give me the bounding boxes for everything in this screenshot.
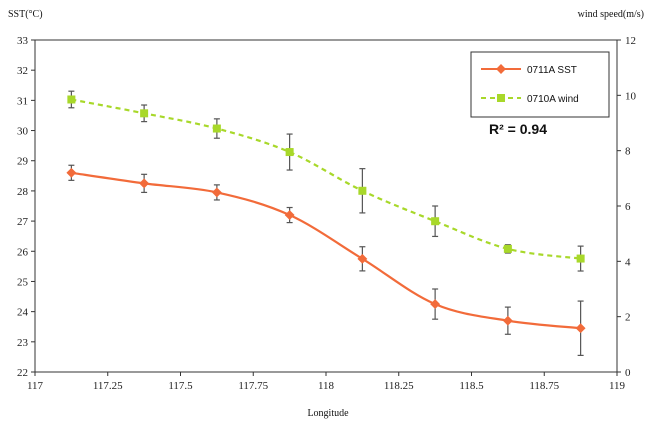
sst-data-point	[211, 187, 222, 198]
sst-data-point	[575, 323, 586, 334]
wind-data-point	[358, 186, 367, 195]
sst-data-point	[502, 315, 513, 326]
wind-data-point	[285, 148, 294, 157]
y-left-tick-label: 33	[17, 35, 29, 47]
y-right-tick-label: 10	[625, 90, 637, 102]
x-tick-label: 118.25	[384, 380, 414, 392]
legend-wind-label: 0710A wind	[527, 94, 579, 105]
y-left-tick-label: 32	[17, 65, 28, 77]
legend-sst-label: 0711A SST	[527, 65, 577, 76]
y-left-tick-label: 30	[17, 126, 29, 138]
x-tick-label: 117.5	[168, 380, 193, 392]
x-tick-label: 119	[609, 380, 626, 392]
tick-labels: 117 117.25 117.5 117.75 118 118.25 118.5 118.75…	[17, 35, 637, 392]
sst-data-point	[139, 178, 150, 189]
y-left-tick-label: 26	[17, 246, 29, 258]
y-left-tick-label: 24	[17, 307, 29, 319]
y-right-axis-title: wind speed(m/s)	[578, 9, 644, 20]
x-tick-label: 117	[27, 380, 44, 392]
y-left-tick-label: 29	[17, 156, 29, 168]
data-points	[66, 95, 586, 334]
legend: 0711A SST 0710A wind	[470, 51, 610, 118]
wind-data-point	[576, 254, 585, 263]
y-left-tick-label: 28	[17, 186, 29, 198]
y-left-tick-label: 25	[17, 276, 29, 288]
x-tick-label: 117.75	[238, 380, 268, 392]
series-lines	[71, 98, 581, 330]
sst-series-line	[71, 171, 581, 330]
y-left-tick-label: 23	[17, 337, 29, 349]
x-axis-title: Longitude	[307, 408, 349, 419]
x-tick-label: 118.5	[459, 380, 484, 392]
y-left-tick-label: 27	[17, 216, 29, 228]
x-tick-label: 118.75	[529, 380, 559, 392]
wind-data-point	[67, 95, 76, 104]
x-tick-label: 118	[318, 380, 335, 392]
y-right-tick-label: 2	[625, 312, 631, 324]
y-right-tick-label: 6	[625, 201, 631, 213]
sst-data-point	[284, 210, 295, 221]
y-left-tick-label: 31	[17, 95, 28, 107]
wind-data-point	[431, 217, 440, 226]
wind-data-point	[212, 124, 221, 133]
wind-data-point	[503, 244, 512, 253]
x-tick-label: 117.25	[93, 380, 123, 392]
y-left-axis-title: SST(°C)	[8, 9, 43, 20]
y-right-tick-label: 0	[625, 367, 631, 379]
wind-data-point	[140, 109, 149, 118]
y-left-tick-label: 22	[17, 367, 28, 379]
legend-box	[470, 51, 610, 118]
sst-data-point	[66, 167, 77, 178]
sst-data-point	[430, 299, 441, 310]
legend-wind-marker	[497, 94, 505, 102]
y-right-tick-label: 4	[625, 256, 631, 268]
y-right-tick-label: 12	[625, 35, 636, 47]
y-right-tick-label: 8	[625, 146, 631, 158]
r-squared-annotation: R² = 0.94	[489, 121, 547, 137]
axes	[31, 39, 621, 376]
wind-series-line	[71, 98, 581, 260]
